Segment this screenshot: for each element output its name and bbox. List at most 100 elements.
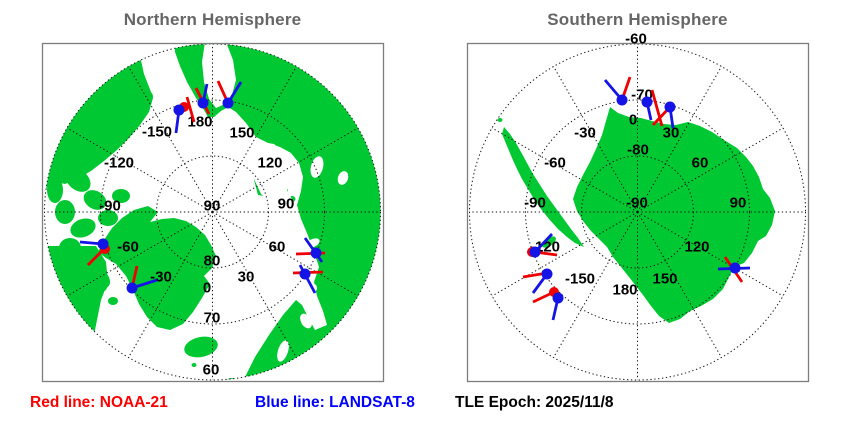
satellite-marker [651,101,676,129]
northern-hemisphere-title: Northern Hemisphere [123,10,302,29]
graticule-label: 60 [269,239,286,256]
landsat8-position-dot [197,97,209,109]
island-shape [108,297,118,305]
landsat8-position-dot [552,292,564,304]
meridian-line [66,127,213,213]
graticule [469,43,806,381]
satellite-marker [603,76,632,106]
graticule-label: -30 [574,125,596,142]
satellite-marker [292,264,324,294]
graticule-label: 0 [629,112,637,129]
meridian-line [637,66,722,213]
noaa21-track-segment [650,89,664,127]
meridian-line [212,211,297,358]
meridian-line [212,66,297,213]
sea-inlet [300,313,312,329]
island-shape [223,378,241,380]
southern-hemisphere-title: Southern Hemisphere [547,10,728,29]
landsat8-position-dot [126,282,138,294]
graticule-label: 120 [257,155,282,172]
tle-epoch-label: TLE Epoch: 2025/11/8 [455,394,614,411]
meridian-line [491,211,638,297]
latitude-ring [581,155,694,269]
sea-inlet [140,44,203,142]
landsat8-position-dot [729,262,741,274]
meridian-line [212,211,359,297]
graticule-label: 30 [663,125,680,142]
island-shape [98,210,118,226]
island-shape [108,242,118,250]
meridian-line [212,127,359,213]
graticule-label: -60 [625,31,647,48]
satellite-marker [532,287,564,321]
satellite-marker [216,80,243,109]
graticule-label: 60 [203,362,220,379]
sea-inlet [202,44,236,108]
graticule-label: -90 [99,198,121,215]
land-shape [98,206,216,330]
graticule-label: 150 [652,271,677,288]
sea-inlet [337,171,349,185]
island-shape [184,336,218,358]
island-shape [47,177,63,203]
latitude-ring [525,99,750,325]
graticule-label: 70 [204,310,221,327]
map-frame [41,42,385,383]
latitude-ring [100,99,325,325]
island-shape [191,363,197,367]
map-frame [466,42,810,383]
satellite-marker [522,268,553,294]
landsat8-position-dot [97,238,109,250]
landsat8-position-dot [222,97,234,109]
satellite-marker [194,83,211,115]
meridian-line [128,211,213,358]
island-shape [65,168,91,192]
island-shape [112,189,130,203]
latitude-ring [156,155,269,269]
graticule-label: 0 [203,280,211,297]
graticule-label: 80 [204,253,221,270]
graticule-label: -90 [524,195,546,212]
satellite-marker [527,233,558,258]
island-shape [295,146,305,154]
landsat8-position-dot [299,268,311,280]
island-shape [95,282,107,292]
sea-inlet [249,142,293,207]
graticule-label: 90 [204,198,221,215]
sea-inlet [310,156,324,178]
graticule-label: 120 [684,239,709,256]
land-shape [502,127,584,247]
island-shape [83,190,107,210]
graticule-label: -120 [104,155,134,172]
satellite-marker [641,89,664,127]
landsat8-position-dot [529,246,541,258]
satellite-marker [126,265,158,294]
graticule-label: -60 [117,239,139,256]
graticule-label: 90 [278,196,295,213]
graticule-label: 90 [730,195,747,212]
graticule-label: -150 [565,271,595,288]
landsat8-position-dot [616,94,628,106]
graticule-label: -80 [627,142,649,159]
meridian-line [553,66,638,213]
landsat8-position-dot [173,104,185,116]
legend-landsat8: Blue line: LANDSAT-8 [255,394,415,411]
graticule-label: -60 [544,155,566,172]
meridian-line [66,211,213,297]
north-hemisphere-map: 180150-150120-12090-9060-6030-3009080706… [41,42,385,383]
meridian-line [637,127,784,213]
landsat8-position-dot [641,96,653,108]
satellite-marker [173,96,196,134]
graticule-label: 180 [612,282,637,299]
legend-noaa21: Red line: NOAA-21 [30,394,168,411]
island-shape [55,200,75,224]
meridian-line [637,211,784,297]
landsat8-position-dot [310,247,322,259]
meridian-line [128,66,213,213]
graticule-label: 30 [238,269,255,286]
island-shape [497,118,503,122]
satellite-marker [295,237,326,263]
satellite-marker [79,238,110,266]
